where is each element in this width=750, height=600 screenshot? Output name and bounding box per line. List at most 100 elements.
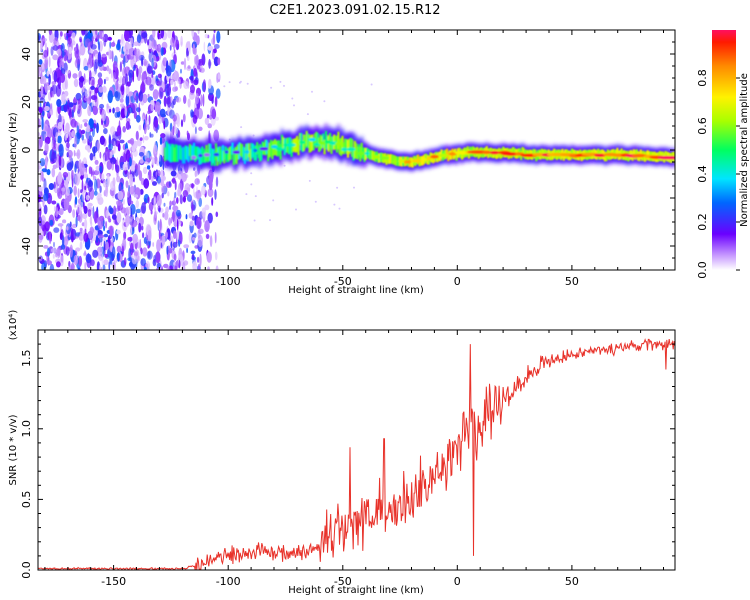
ridge-body [605,151,608,162]
noise-speckle [58,208,64,216]
noise-speckle [169,44,172,51]
ridge-body [169,146,172,163]
noise-speckle [169,205,171,210]
noise-speckle [49,67,52,75]
noise-speckle [187,65,191,69]
noise-speckle [197,107,203,120]
ridge-body [426,155,429,165]
noise-speckle [97,51,102,64]
noise-speckle [38,216,42,227]
noise-speckle [104,148,110,161]
noise-speckle [93,190,98,196]
ridge-body [173,147,176,163]
noise-speckle [172,241,178,248]
noise-speckle [143,266,147,270]
ridge-body [309,135,312,152]
noise-speckle [155,101,161,112]
ridge-core [232,150,241,154]
noise-speckle [194,245,199,249]
noise-speckle [136,34,142,44]
noise-speckle [125,222,129,228]
noise-speckle [193,232,197,239]
ridge-body [228,147,231,161]
ridge-body [352,147,355,161]
noise-speckle [65,246,70,256]
noise-speckle [269,219,271,222]
noise-speckle [116,211,122,224]
noise-speckle [83,201,85,210]
noise-speckle [42,110,45,117]
noise-speckle [57,135,62,144]
noise-speckle [85,253,92,264]
ridge-body [312,137,315,151]
noise-speckle [160,47,164,56]
noise-speckle [353,186,355,189]
ridge-body [355,143,358,159]
noise-speckle [50,91,53,98]
noise-speckle [119,139,125,144]
noise-speckle [192,114,198,124]
noise-speckle [139,158,144,164]
ridge-body [296,135,299,152]
noise-speckle [144,94,147,103]
noise-speckle [79,240,83,250]
ridge-body [231,142,234,155]
ridge-body [348,138,351,154]
ridge-body [271,141,274,160]
ridge-body [187,147,190,163]
noise-speckle [202,79,206,93]
noise-speckle [71,130,76,138]
noise-speckle [110,157,117,165]
noise-speckle [48,74,51,85]
noise-speckle [94,89,98,103]
noise-speckle [201,185,206,196]
noise-speckle [87,138,90,146]
noise-speckle [161,192,164,199]
noise-speckle [170,79,174,86]
x-tick-label: 50 [565,275,579,288]
noise-speckle [131,145,136,153]
noise-speckle [161,41,168,50]
ridge-body [620,148,623,158]
noise-speckle [138,152,145,157]
noise-speckle [49,108,54,116]
noise-speckle [102,86,107,93]
noise-speckle [123,46,125,52]
noise-speckle [91,71,96,77]
noise-speckle [51,247,57,254]
noise-speckle [68,46,72,55]
noise-speckle [189,91,195,100]
noise-speckle [51,167,56,178]
noise-speckle [187,98,191,108]
ridge-body [183,147,186,164]
ridge-body [324,130,328,149]
noise-speckle [103,233,109,238]
noise-speckle [126,81,131,87]
noise-speckle [73,254,79,266]
noise-speckle [162,212,165,218]
noise-speckle [40,75,47,85]
noise-speckle [63,128,67,134]
noise-speckle [131,242,135,254]
noise-speckle [254,195,257,198]
noise-speckle [108,134,112,145]
ridge-body [522,148,526,158]
colorbar-gradient [712,30,736,270]
ridge-body [360,142,363,158]
noise-speckle [176,228,179,241]
y-tick-label: -40 [20,237,33,255]
noise-speckle [170,216,173,224]
noise-speckle [163,202,166,207]
noise-speckle [44,125,48,132]
noise-speckle [46,126,51,138]
ridge-body [250,142,253,159]
noise-speckle [197,263,201,270]
noise-speckle [87,147,91,153]
ridge-body [190,145,193,161]
noise-speckle [89,152,94,161]
noise-speckle [81,179,84,193]
noise-speckle [165,231,168,239]
noise-speckle [106,65,110,72]
ridge-body [349,137,352,152]
noise-speckle [240,126,243,129]
